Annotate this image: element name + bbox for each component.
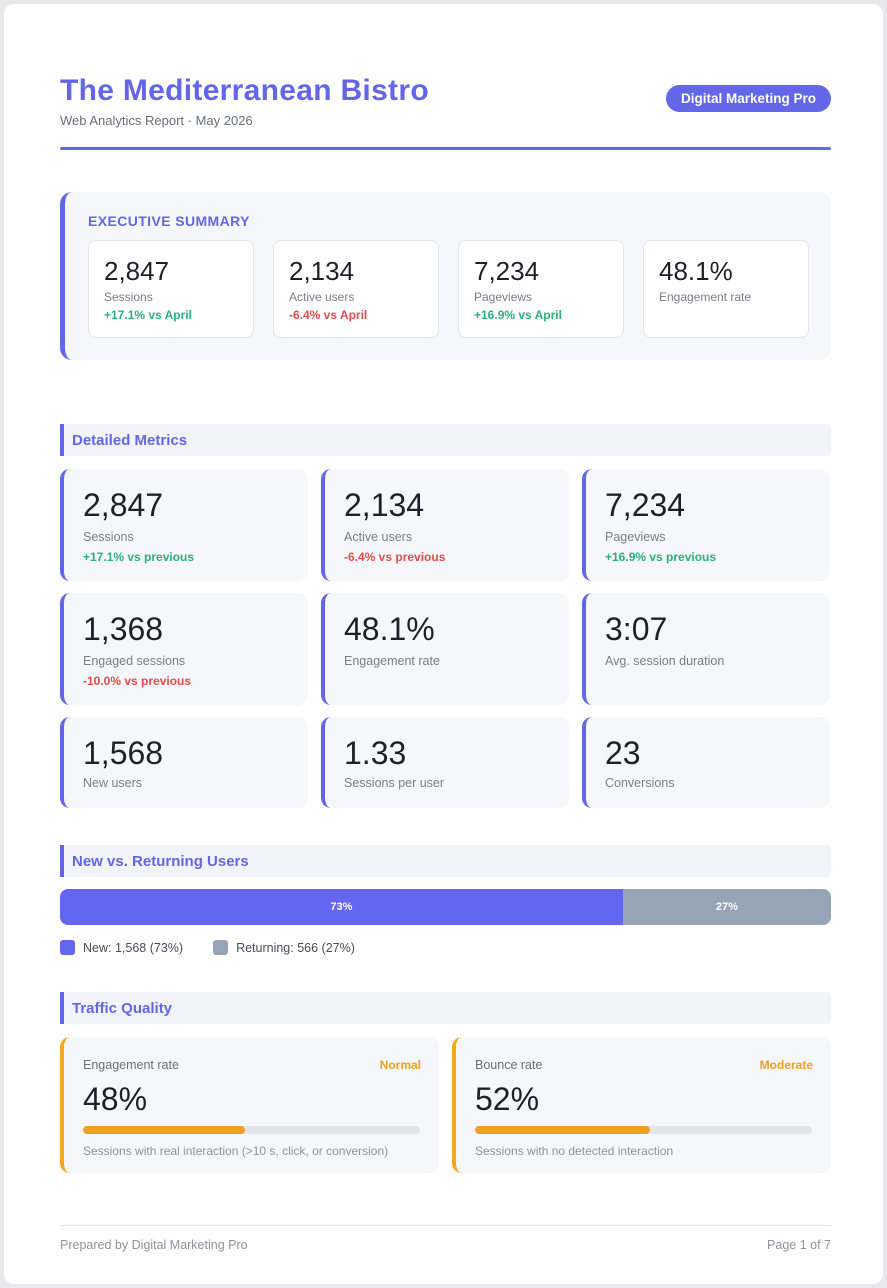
metric-value: 1.33	[344, 735, 407, 771]
metric-label: Engaged sessions	[83, 654, 186, 668]
section-header-new-vs-returning: New vs. Returning Users	[60, 845, 831, 877]
metric-card-active-users: 2,134 Active users -6.4% vs previous	[321, 469, 569, 581]
legend-label-returning: Returning: 566 (27%)	[236, 940, 355, 955]
summary-delta: +16.9% vs April	[474, 308, 562, 322]
quality-progress-fill	[83, 1126, 245, 1134]
metrics-grid: 2,847 Sessions +17.1% vs previous 2,134 …	[60, 469, 831, 808]
footer-divider	[60, 1225, 831, 1226]
metric-value: 2,847	[83, 487, 164, 523]
metric-label: Engagement rate	[344, 654, 440, 668]
section-title: New vs. Returning Users	[72, 853, 249, 870]
metric-label: Sessions per user	[344, 776, 445, 790]
section-header-traffic-quality: Traffic Quality	[60, 992, 831, 1024]
metric-value: 1,368	[83, 611, 164, 647]
summary-value: 48.1%	[659, 256, 733, 286]
metric-card-engagement-rate: 48.1% Engagement rate	[321, 593, 569, 705]
metric-label: Sessions	[83, 530, 134, 544]
summary-card-engagement-rate: 48.1% Engagement rate	[643, 240, 809, 338]
summary-label: Active users	[289, 290, 355, 304]
metric-label: Avg. session duration	[605, 654, 725, 668]
section-header-detailed-metrics: Detailed Metrics	[60, 424, 831, 456]
metric-value: 1,568	[83, 735, 164, 771]
summary-label: Engagement rate	[659, 290, 752, 304]
quality-progress-track	[475, 1126, 812, 1134]
report-title: The Mediterranean Bistro	[60, 74, 429, 107]
quality-note: Sessions with no detected interaction	[475, 1144, 674, 1158]
summary-value: 2,134	[289, 256, 355, 286]
metric-delta: +17.1% vs previous	[83, 550, 195, 564]
footer-page-number: Page 1 of 7	[767, 1238, 831, 1252]
section-title: Traffic Quality	[72, 1000, 173, 1017]
metric-card-new-users: 1,568 New users	[60, 717, 308, 808]
summary-cards: 2,847 Sessions +17.1% vs April 2,134 Act…	[88, 240, 809, 338]
summary-value: 2,847	[104, 256, 170, 286]
users-legend: New: 1,568 (73%) Returning: 566 (27%)	[60, 940, 355, 955]
legend-swatch-new	[60, 940, 75, 955]
metric-card-avg-session-duration: 3:07 Avg. session duration	[582, 593, 830, 705]
report-page: The Mediterranean Bistro Web Analytics R…	[4, 4, 883, 1284]
summary-label: Sessions	[104, 290, 153, 304]
metric-value: 23	[605, 735, 641, 771]
metric-card-sessions: 2,847 Sessions +17.1% vs previous	[60, 469, 308, 581]
legend-item-returning: Returning: 566 (27%)	[213, 940, 355, 955]
summary-card-sessions: 2,847 Sessions +17.1% vs April	[88, 240, 254, 338]
quality-status: Moderate	[759, 1058, 813, 1072]
metric-label: Active users	[344, 530, 413, 544]
metric-card-pageviews: 7,234 Pageviews +16.9% vs previous	[582, 469, 830, 581]
quality-progress-track	[83, 1126, 420, 1134]
footer-prepared-by: Prepared by Digital Marketing Pro	[60, 1238, 248, 1252]
executive-summary: EXECUTIVE SUMMARY 2,847 Sessions +17.1% …	[60, 192, 831, 360]
metric-value: 2,134	[344, 487, 425, 523]
new-users-segment: 73%	[60, 889, 623, 925]
executive-summary-title: EXECUTIVE SUMMARY	[88, 213, 250, 229]
quality-value: 48%	[83, 1081, 148, 1117]
summary-value: 7,234	[474, 256, 540, 286]
section-title: Detailed Metrics	[72, 432, 188, 449]
brand-badge: Digital Marketing Pro	[665, 85, 831, 112]
metric-delta: -6.4% vs previous	[344, 550, 446, 564]
quality-card-bounce-rate: Bounce rate Moderate 52% Sessions with n…	[452, 1037, 831, 1173]
quality-progress-fill	[475, 1126, 651, 1134]
metric-delta: +16.9% vs previous	[605, 550, 717, 564]
report-subtitle: Web Analytics Report · May 2026	[60, 113, 253, 128]
metric-card-sessions-per-user: 1.33 Sessions per user	[321, 717, 569, 808]
quality-card-engagement-rate: Engagement rate Normal 48% Sessions with…	[60, 1037, 439, 1173]
metric-label: New users	[83, 776, 143, 790]
quality-status: Normal	[379, 1058, 421, 1072]
summary-label: Pageviews	[474, 290, 533, 304]
metric-value: 3:07	[605, 611, 668, 647]
quality-value: 52%	[475, 1081, 540, 1117]
legend-item-new: New: 1,568 (73%)	[60, 940, 183, 955]
metric-card-conversions: 23 Conversions	[582, 717, 830, 808]
quality-label: Engagement rate	[83, 1058, 179, 1072]
quality-label: Bounce rate	[475, 1058, 543, 1072]
quality-note: Sessions with real interaction (>10 s, c…	[83, 1144, 389, 1158]
returning-users-segment: 27%	[622, 889, 831, 925]
metric-label: Conversions	[605, 776, 675, 790]
summary-card-pageviews: 7,234 Pageviews +16.9% vs April	[458, 240, 624, 338]
summary-delta: -6.4% vs April	[289, 308, 368, 322]
legend-swatch-returning	[213, 940, 229, 955]
legend-label-new: New: 1,568 (73%)	[83, 940, 184, 955]
summary-card-active-users: 2,134 Active users -6.4% vs April	[273, 240, 439, 338]
metric-card-engaged-sessions: 1,368 Engaged sessions -10.0% vs previou…	[60, 593, 308, 705]
metric-label: Pageviews	[605, 530, 666, 544]
new-vs-returning-bar: 73% 27%	[60, 889, 831, 925]
metric-delta: -10.0% vs previous	[83, 674, 192, 688]
metric-value: 48.1%	[344, 611, 435, 647]
header-divider	[60, 147, 831, 150]
metric-value: 7,234	[605, 487, 686, 523]
summary-delta: +17.1% vs April	[104, 308, 192, 322]
